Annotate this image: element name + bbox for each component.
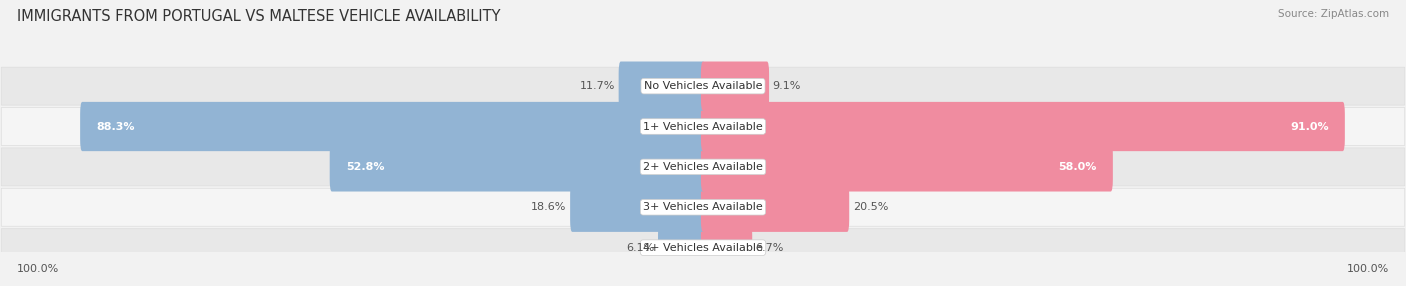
FancyBboxPatch shape	[619, 61, 706, 111]
FancyBboxPatch shape	[702, 61, 769, 111]
Text: No Vehicles Available: No Vehicles Available	[644, 81, 762, 91]
Text: 4+ Vehicles Available: 4+ Vehicles Available	[643, 243, 763, 253]
FancyBboxPatch shape	[1, 108, 1405, 146]
FancyBboxPatch shape	[1, 148, 1405, 186]
Text: 6.7%: 6.7%	[756, 243, 785, 253]
FancyBboxPatch shape	[658, 223, 706, 272]
Text: 11.7%: 11.7%	[579, 81, 616, 91]
Text: 58.0%: 58.0%	[1059, 162, 1097, 172]
FancyBboxPatch shape	[702, 223, 752, 272]
Text: IMMIGRANTS FROM PORTUGAL VS MALTESE VEHICLE AVAILABILITY: IMMIGRANTS FROM PORTUGAL VS MALTESE VEHI…	[17, 9, 501, 23]
Text: 1+ Vehicles Available: 1+ Vehicles Available	[643, 122, 763, 132]
Text: 100.0%: 100.0%	[17, 264, 59, 274]
FancyBboxPatch shape	[1, 188, 1405, 226]
FancyBboxPatch shape	[702, 102, 1346, 151]
FancyBboxPatch shape	[702, 183, 849, 232]
FancyBboxPatch shape	[1, 229, 1405, 267]
Text: 2+ Vehicles Available: 2+ Vehicles Available	[643, 162, 763, 172]
Text: 3+ Vehicles Available: 3+ Vehicles Available	[643, 202, 763, 212]
FancyBboxPatch shape	[80, 102, 706, 151]
FancyBboxPatch shape	[330, 142, 706, 192]
Text: 91.0%: 91.0%	[1291, 122, 1329, 132]
Text: 6.1%: 6.1%	[626, 243, 655, 253]
Text: 88.3%: 88.3%	[97, 122, 135, 132]
Text: 20.5%: 20.5%	[852, 202, 889, 212]
Text: 52.8%: 52.8%	[346, 162, 384, 172]
Text: 9.1%: 9.1%	[773, 81, 801, 91]
Text: 18.6%: 18.6%	[531, 202, 567, 212]
Text: Source: ZipAtlas.com: Source: ZipAtlas.com	[1278, 9, 1389, 19]
FancyBboxPatch shape	[1, 67, 1405, 105]
FancyBboxPatch shape	[571, 183, 706, 232]
FancyBboxPatch shape	[702, 142, 1114, 192]
Text: 100.0%: 100.0%	[1347, 264, 1389, 274]
